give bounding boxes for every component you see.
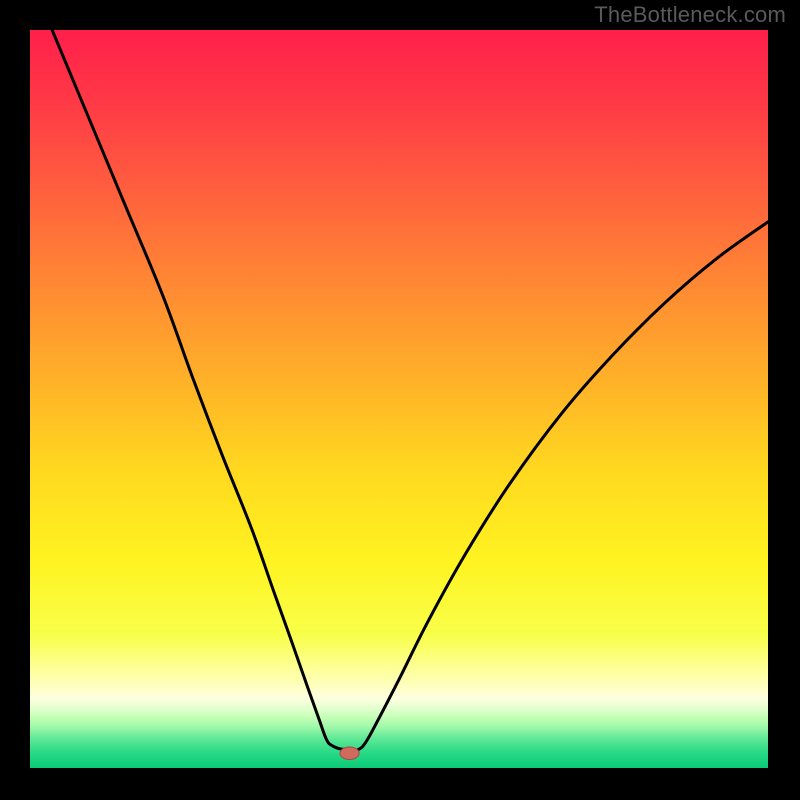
bottleneck-chart	[0, 0, 800, 800]
bottleneck-marker	[340, 747, 359, 760]
plot-background	[30, 30, 768, 768]
watermark-text: TheBottleneck.com	[594, 2, 786, 28]
